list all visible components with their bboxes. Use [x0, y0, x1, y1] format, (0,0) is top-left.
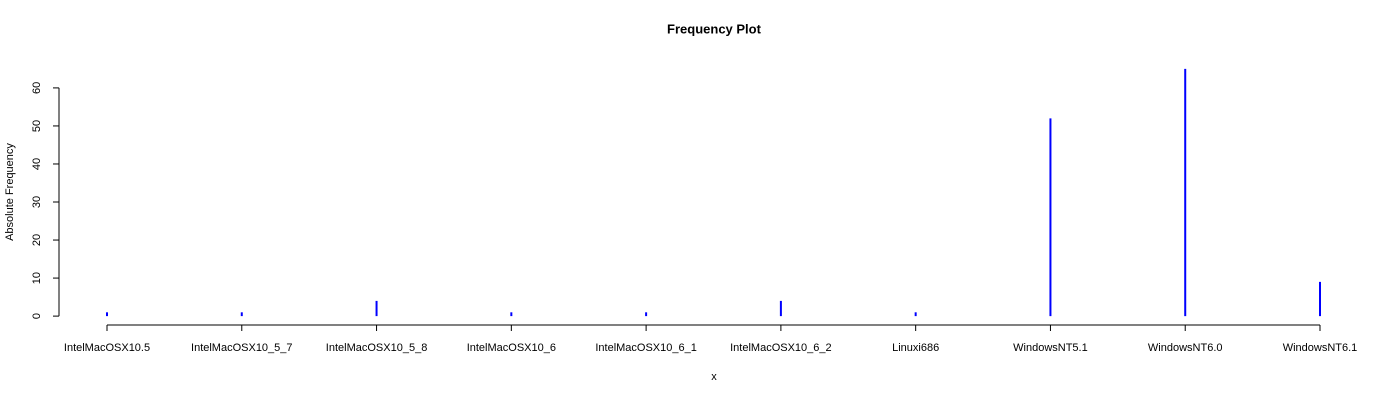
x-tick-label: IntelMacOSX10_6_1 — [595, 342, 697, 354]
x-tick-label: WindowsNT6.1 — [1283, 342, 1358, 354]
x-tick-label: IntelMacOSX10_6_2 — [730, 342, 832, 354]
y-tick-label: 50 — [31, 120, 43, 132]
x-tick-label: IntelMacOSX10_6 — [467, 342, 556, 354]
y-axis-label: Absolute Frequency — [4, 143, 16, 241]
y-tick-label: 30 — [31, 196, 43, 208]
x-tick-label: IntelMacOSX10_5_7 — [191, 342, 293, 354]
y-tick-label: 0 — [31, 313, 43, 319]
x-axis-label: x — [711, 371, 717, 383]
x-tick-label: WindowsNT6.0 — [1148, 342, 1223, 354]
y-tick-label: 10 — [31, 272, 43, 284]
x-tick-label: Linuxi686 — [892, 342, 939, 354]
chart-title: Frequency Plot — [667, 21, 762, 36]
x-tick-label: WindowsNT5.1 — [1013, 342, 1088, 354]
y-tick-label: 60 — [31, 82, 43, 94]
x-tick-label: IntelMacOSX10.5 — [64, 342, 150, 354]
y-tick-label: 40 — [31, 158, 43, 170]
x-tick-label: IntelMacOSX10_5_8 — [326, 342, 428, 354]
y-tick-label: 20 — [31, 234, 43, 246]
